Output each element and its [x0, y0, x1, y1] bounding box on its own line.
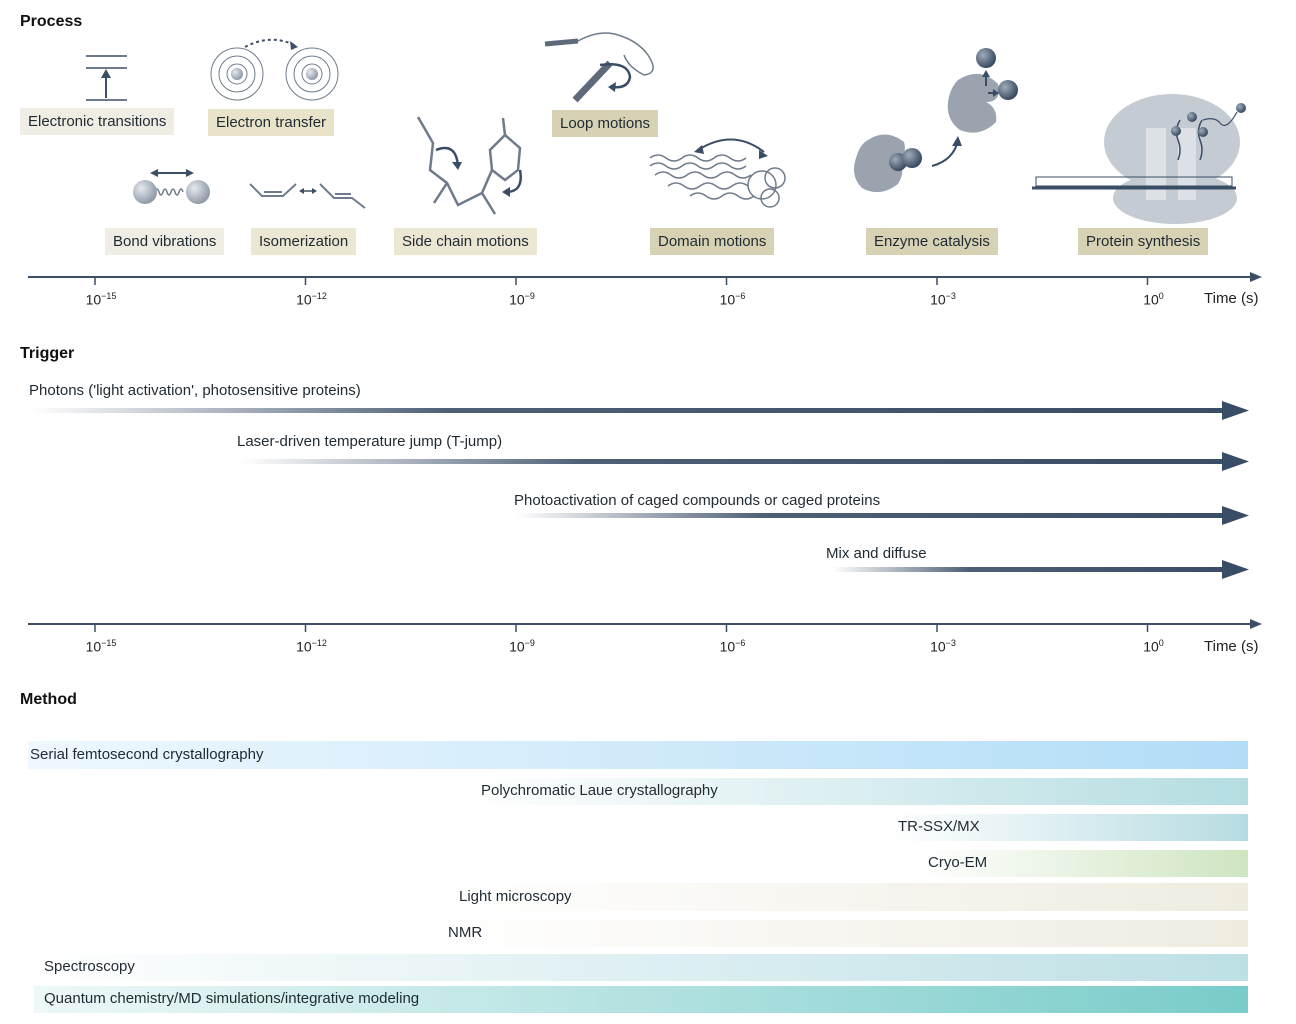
method-cryoem-label: Cryo-EM [928, 854, 988, 871]
label-electron-transfer: Electron transfer [208, 109, 335, 136]
enzyme-catalysis-icon [854, 48, 1018, 193]
trigger-caged-label: Photoactivation of caged compounds or ca… [514, 492, 881, 509]
trigger-mix-label: Mix and diffuse [826, 545, 927, 562]
isomerization-icon [249, 183, 366, 209]
domain-motion-icon [649, 138, 786, 208]
trigger-arrows [30, 401, 1249, 579]
light-microscopy-bar [450, 883, 1248, 911]
bond-vibration-icon [133, 169, 210, 204]
axis-tick-label: 10−12 [296, 638, 327, 655]
label-electronic-transitions: Electronic transitions [20, 108, 175, 135]
method-qc-label: Quantum chemistry/MD simulations/integra… [44, 990, 420, 1007]
trssx-bar [890, 814, 1248, 841]
label-isomerization: Isomerization [251, 228, 357, 255]
axis-tick-label: 10−3 [930, 638, 956, 655]
label-bond-vibrations: Bond vibrations [105, 228, 225, 255]
axis-top-unit: Time (s) [1204, 290, 1259, 307]
axis-tick-label: 100 [1143, 291, 1164, 308]
electronic-transition-icon [86, 55, 127, 101]
axis-tick-label: 10−15 [85, 291, 117, 308]
axis-tick-label: 10−15 [85, 638, 117, 655]
axis-bottom-unit: Time (s) [1204, 638, 1259, 655]
sfx-bar [28, 741, 1248, 769]
method-bars [28, 741, 1248, 1013]
trigger-tjump-label: Laser-driven temperature jump (T-jump) [237, 433, 503, 450]
cryoem-bar [920, 850, 1248, 877]
axis-tick-label: 10−3 [930, 291, 956, 308]
axis-arrowhead [1250, 272, 1262, 282]
mix-arrow [832, 567, 1225, 572]
method-sfx-label: Serial femtosecond crystallography [30, 746, 264, 763]
method-title: Method [20, 691, 77, 708]
axis-tick-label: 10−12 [296, 291, 327, 308]
process-title: Process [20, 13, 83, 30]
method-spectroscopy-label: Spectroscopy [44, 958, 135, 975]
trigger-photons-label: Photons ('light activation', photosensit… [29, 382, 361, 399]
qc-bar [34, 986, 1248, 1013]
axis-tick-label: 100 [1143, 638, 1164, 655]
side-chain-icon [416, 116, 522, 215]
label-domain-motions: Domain motions [650, 228, 775, 255]
method-trssx-label: TR-SSX/MX [898, 818, 980, 835]
trigger-title: Trigger [20, 345, 75, 362]
method-laue-label: Polychromatic Laue crystallography [481, 782, 718, 799]
axis-tick-label: 10−6 [719, 638, 746, 655]
loop-motion-icon [544, 32, 654, 103]
axis-tick-label: 10−6 [719, 291, 746, 308]
protein-synthesis-icon [1032, 94, 1246, 224]
label-protein-synthesis: Protein synthesis [1078, 228, 1209, 255]
spectroscopy-bar [34, 954, 1248, 981]
caged-arrow [515, 513, 1225, 518]
electron-transfer-icon [210, 38, 339, 101]
axis-arrowhead [1250, 619, 1262, 629]
label-loop-motions: Loop motions [552, 110, 659, 137]
tjump-arrow [240, 459, 1225, 464]
time-axes [28, 272, 1262, 632]
axis-tick-label: 10−9 [509, 291, 535, 308]
method-light-microscopy-label: Light microscopy [459, 888, 572, 905]
label-side-chain-motions: Side chain motions [394, 228, 537, 255]
axis-tick-label: 10−9 [509, 638, 535, 655]
photons-arrow [30, 408, 1225, 413]
label-enzyme-catalysis: Enzyme catalysis [866, 228, 998, 255]
laue-bar [470, 778, 1248, 805]
nmr-bar [440, 920, 1248, 947]
method-nmr-label: NMR [448, 924, 483, 941]
